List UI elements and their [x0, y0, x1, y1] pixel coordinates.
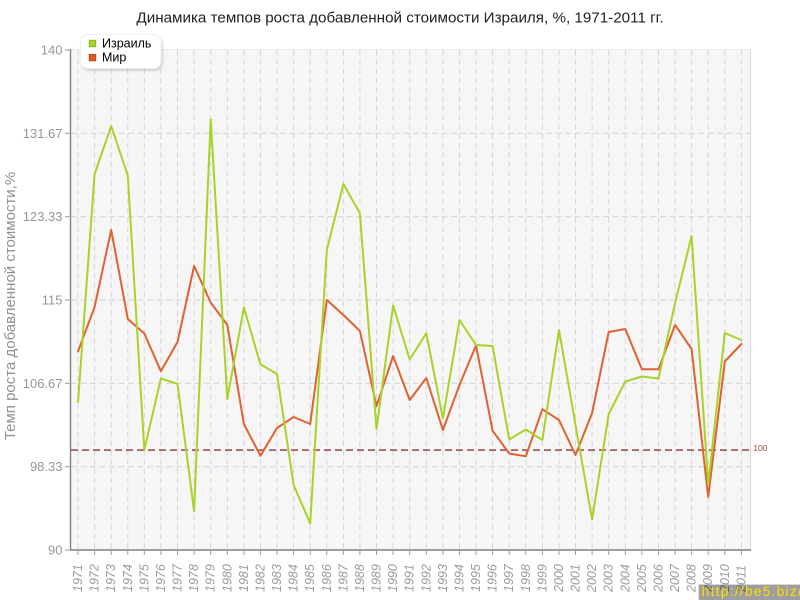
svg-text:123.33: 123.33 — [23, 209, 63, 224]
svg-text:1985: 1985 — [303, 564, 317, 592]
svg-text:Динамика темпов роста добавлен: Динамика темпов роста добавленной стоимо… — [136, 10, 663, 27]
svg-text:1995: 1995 — [469, 564, 483, 592]
svg-text:1986: 1986 — [320, 564, 334, 592]
svg-text:140: 140 — [41, 43, 63, 58]
svg-text:1978: 1978 — [187, 564, 201, 592]
svg-text:1996: 1996 — [486, 564, 500, 592]
svg-text:2008: 2008 — [685, 564, 699, 593]
svg-text:1975: 1975 — [137, 564, 151, 592]
svg-text:2010: 2010 — [718, 564, 732, 593]
svg-text:100: 100 — [753, 443, 767, 453]
svg-text:1982: 1982 — [253, 564, 267, 592]
svg-text:2003: 2003 — [602, 564, 616, 593]
svg-text:1991: 1991 — [403, 564, 417, 592]
svg-text:106.67: 106.67 — [23, 376, 63, 391]
svg-text:Израиль: Израиль — [102, 36, 151, 50]
svg-text:1973: 1973 — [104, 564, 118, 592]
svg-text:1981: 1981 — [237, 564, 251, 592]
svg-text:1979: 1979 — [204, 564, 218, 592]
svg-text:90: 90 — [48, 543, 62, 558]
svg-text:1998: 1998 — [519, 564, 533, 592]
svg-text:1988: 1988 — [353, 564, 367, 592]
svg-text:1989: 1989 — [370, 564, 384, 592]
svg-text:1974: 1974 — [121, 564, 135, 592]
svg-text:1993: 1993 — [436, 564, 450, 592]
svg-text:1990: 1990 — [386, 564, 400, 592]
svg-text:2004: 2004 — [618, 564, 632, 593]
svg-text:2011: 2011 — [734, 565, 748, 593]
svg-text:2009: 2009 — [701, 564, 715, 593]
svg-text:1983: 1983 — [270, 564, 284, 592]
svg-text:2002: 2002 — [585, 564, 599, 593]
svg-text:Темп роста добавленной стоимос: Темп роста добавленной стоимости,% — [2, 172, 19, 440]
svg-text:http://be5.biz/: http://be5.biz/ — [702, 584, 800, 599]
svg-text:1992: 1992 — [419, 564, 433, 592]
svg-text:131.67: 131.67 — [23, 126, 63, 141]
svg-text:1971: 1971 — [71, 564, 85, 592]
svg-text:1997: 1997 — [502, 563, 516, 592]
svg-text:115: 115 — [42, 293, 63, 308]
svg-text:1994: 1994 — [453, 564, 467, 592]
svg-text:2000: 2000 — [552, 564, 566, 593]
svg-text:1987: 1987 — [336, 563, 350, 592]
svg-text:2001: 2001 — [569, 564, 583, 593]
svg-text:2007: 2007 — [668, 563, 682, 593]
svg-text:1977: 1977 — [171, 563, 185, 592]
svg-text:1976: 1976 — [154, 564, 168, 592]
svg-text:2006: 2006 — [652, 564, 666, 593]
svg-text:1980: 1980 — [220, 564, 234, 592]
svg-text:2005: 2005 — [635, 564, 649, 593]
svg-text:1984: 1984 — [287, 564, 301, 592]
svg-text:98.33: 98.33 — [30, 459, 63, 474]
svg-text:Мир: Мир — [102, 51, 126, 65]
svg-text:1972: 1972 — [88, 564, 102, 592]
svg-text:1999: 1999 — [535, 564, 549, 592]
